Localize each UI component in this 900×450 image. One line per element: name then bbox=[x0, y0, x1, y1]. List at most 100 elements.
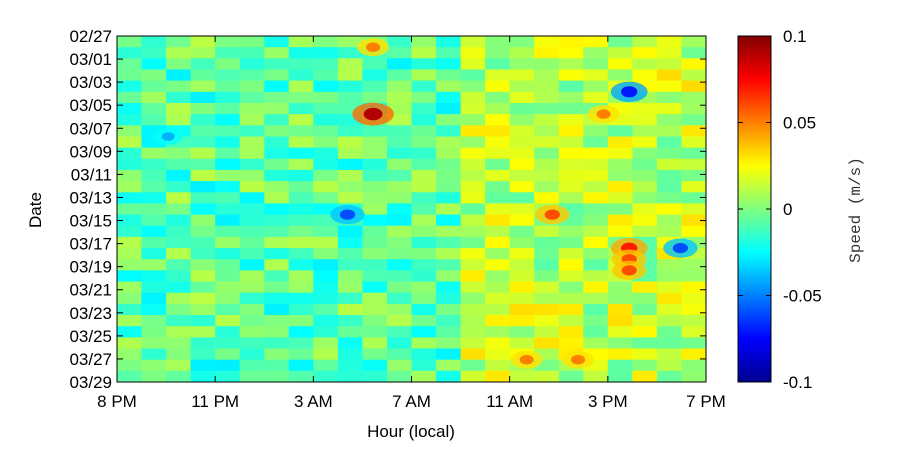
heat-cell bbox=[215, 281, 241, 294]
heat-cell bbox=[656, 158, 683, 171]
heat-cell bbox=[411, 259, 437, 272]
heat-cell bbox=[460, 192, 486, 205]
heat-cell bbox=[166, 259, 192, 272]
heat-cell bbox=[583, 326, 609, 339]
heat-cell bbox=[337, 326, 364, 339]
heat-cell bbox=[117, 326, 143, 339]
heat-cell bbox=[239, 136, 265, 149]
heat-cell bbox=[558, 69, 585, 82]
heat-cell bbox=[583, 169, 609, 182]
heat-cell bbox=[190, 359, 216, 372]
heat-cell bbox=[264, 181, 290, 194]
heat-cell bbox=[313, 147, 339, 160]
heat-cell bbox=[485, 337, 511, 350]
heat-cell bbox=[215, 203, 241, 216]
heat-cell bbox=[681, 203, 706, 216]
heat-cell bbox=[534, 169, 560, 182]
heat-cell bbox=[239, 91, 265, 104]
heat-cell bbox=[656, 337, 683, 350]
heat-cell bbox=[337, 315, 364, 327]
heat-cell bbox=[460, 248, 486, 261]
heat-cell bbox=[166, 359, 192, 372]
heat-cell bbox=[411, 169, 437, 182]
heat-cell bbox=[239, 337, 265, 350]
heat-cell bbox=[387, 281, 413, 294]
heat-cell bbox=[607, 281, 634, 294]
heat-cell bbox=[313, 181, 339, 194]
heat-cell bbox=[337, 36, 364, 48]
heat-cell bbox=[558, 303, 585, 316]
heat-cell bbox=[313, 69, 339, 82]
heat-cell bbox=[436, 181, 462, 194]
heat-cell bbox=[558, 47, 585, 60]
heat-cell bbox=[215, 125, 241, 138]
heat-cell bbox=[583, 125, 609, 138]
heat-cell bbox=[362, 58, 388, 71]
heat-cell bbox=[632, 326, 658, 339]
heat-cell bbox=[141, 181, 167, 194]
heat-cell bbox=[288, 259, 315, 272]
heat-cell bbox=[583, 147, 609, 160]
heat-cell bbox=[239, 270, 265, 283]
heat-cell bbox=[190, 203, 216, 216]
heat-cell bbox=[632, 348, 658, 361]
heat-cell bbox=[411, 248, 437, 261]
heat-cell bbox=[141, 169, 167, 182]
heat-cell bbox=[337, 370, 364, 382]
heat-cell bbox=[534, 270, 560, 283]
heat-cell bbox=[534, 147, 560, 160]
heat-cell bbox=[411, 91, 437, 104]
heat-cell bbox=[387, 136, 413, 149]
heat-cell bbox=[141, 47, 167, 60]
heat-cell bbox=[632, 303, 658, 316]
heat-cell bbox=[681, 91, 706, 104]
heat-cell bbox=[117, 169, 143, 182]
heat-cell bbox=[362, 214, 388, 227]
heat-cell bbox=[215, 214, 241, 227]
heat-cell bbox=[681, 259, 706, 272]
heat-cell bbox=[534, 125, 560, 138]
heat-cell bbox=[411, 147, 437, 160]
heat-cell bbox=[190, 136, 216, 149]
heat-cell bbox=[411, 315, 437, 327]
heat-cell bbox=[558, 192, 585, 205]
heat-cell bbox=[239, 114, 265, 127]
heat-cell bbox=[681, 225, 706, 238]
heat-cell bbox=[190, 292, 216, 305]
heat-cell bbox=[264, 103, 290, 115]
hotspot bbox=[571, 354, 585, 365]
heat-cell bbox=[632, 181, 658, 194]
heat-cell bbox=[313, 47, 339, 60]
heat-cell bbox=[337, 281, 364, 294]
heat-cell bbox=[632, 136, 658, 149]
heat-cell bbox=[387, 315, 413, 327]
heat-cell bbox=[460, 348, 486, 361]
heat-cell bbox=[607, 337, 634, 350]
heat-cell bbox=[583, 36, 609, 48]
heat-cell bbox=[190, 125, 216, 138]
heat-cell bbox=[436, 303, 462, 316]
heat-cell bbox=[632, 125, 658, 138]
heat-cell bbox=[607, 169, 634, 182]
heat-cell bbox=[558, 337, 585, 350]
heat-cell bbox=[436, 370, 462, 382]
heat-cell bbox=[485, 270, 511, 283]
heat-cell bbox=[215, 103, 241, 115]
heat-cell bbox=[485, 114, 511, 127]
heat-cell bbox=[411, 270, 437, 283]
heat-cell bbox=[264, 158, 290, 171]
heat-cell bbox=[411, 158, 437, 171]
heat-cell bbox=[337, 270, 364, 283]
heat-cell bbox=[387, 158, 413, 171]
heat-cell bbox=[436, 270, 462, 283]
heat-cell bbox=[362, 125, 388, 138]
heat-cell bbox=[337, 80, 364, 93]
heat-cell bbox=[215, 192, 241, 205]
heat-cell bbox=[436, 214, 462, 227]
heat-cell bbox=[558, 236, 585, 249]
heat-cell bbox=[681, 315, 706, 327]
heat-cell bbox=[387, 303, 413, 316]
heat-cell bbox=[141, 147, 167, 160]
heat-cell bbox=[117, 348, 143, 361]
heat-cell bbox=[264, 236, 290, 249]
